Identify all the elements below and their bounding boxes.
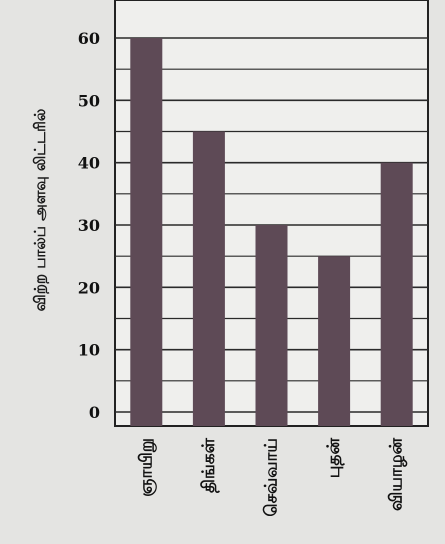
- bar-5: [380, 162, 413, 426]
- y-tick-label: 40: [78, 154, 100, 173]
- bar-1: [130, 38, 163, 426]
- bar-4: [318, 256, 351, 426]
- x-category-label: திங்கள்: [199, 437, 219, 493]
- bar-2: [192, 131, 225, 426]
- y-tick-label: 20: [78, 278, 100, 297]
- y-tick-label: 60: [78, 29, 100, 48]
- x-axis-categories: ஞாயிறு திங்கள் செவ்வாய் புதன் வியாழன்: [136, 437, 406, 516]
- y-tick-label: 50: [78, 91, 100, 110]
- y-axis-title: விற்ற பால்ப் அளவு லிட்டரில்: [31, 109, 49, 312]
- y-tick-label: 10: [78, 341, 100, 360]
- x-category-label: ஞாயிறு: [136, 438, 156, 497]
- x-category-label: வியாழன்: [387, 437, 407, 510]
- bars: [130, 38, 413, 426]
- y-tick-label: 0: [89, 403, 100, 422]
- x-category-label: புதன்: [324, 437, 344, 478]
- bar-3: [255, 225, 288, 426]
- x-category-label: செவ்வாய்: [262, 438, 282, 517]
- y-tick-label: 30: [78, 216, 100, 235]
- y-axis-ticks: 0 10 20 30 40 50 60: [78, 29, 100, 422]
